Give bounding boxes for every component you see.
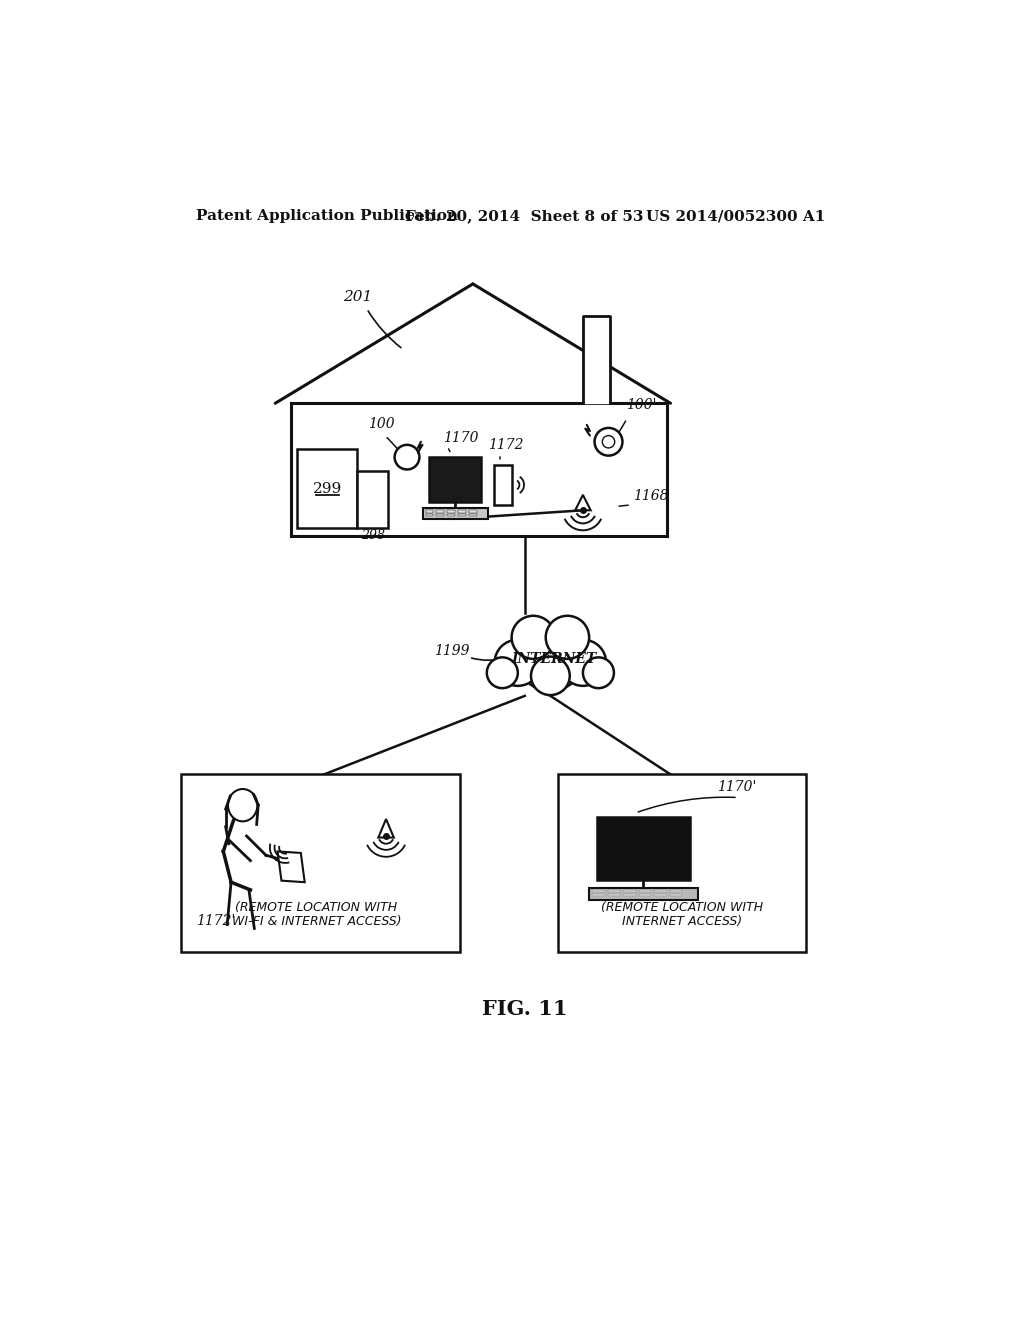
Circle shape [531, 656, 569, 696]
Text: INTERNET ACCESS): INTERNET ACCESS) [622, 915, 742, 928]
Polygon shape [583, 317, 610, 404]
Bar [469, 511, 477, 512]
Text: (REMOTE LOCATION WITH: (REMOTE LOCATION WITH [236, 902, 397, 915]
Bar [558, 775, 806, 952]
Bar [639, 894, 651, 896]
Circle shape [560, 640, 606, 686]
Polygon shape [378, 818, 394, 837]
Text: (REMOTE LOCATION WITH: (REMOTE LOCATION WITH [601, 902, 763, 915]
Bar [589, 887, 697, 900]
Circle shape [394, 445, 420, 470]
Text: 1170': 1170' [717, 780, 757, 795]
Text: 1172: 1172 [487, 438, 523, 453]
Text: 1172': 1172' [197, 913, 236, 928]
Text: US 2014/0052300 A1: US 2014/0052300 A1 [646, 209, 825, 223]
Polygon shape [278, 851, 305, 882]
Bar [670, 890, 682, 892]
Text: 299: 299 [312, 482, 342, 496]
Text: FIG. 11: FIG. 11 [482, 999, 567, 1019]
Bar [426, 515, 433, 516]
Bar [423, 508, 487, 519]
Bar [597, 817, 690, 880]
Bar [357, 471, 388, 528]
Text: 1170: 1170 [442, 430, 478, 445]
Text: 100: 100 [369, 417, 395, 430]
Text: 1168: 1168 [633, 488, 669, 503]
Polygon shape [575, 495, 591, 511]
Text: 1199: 1199 [434, 644, 470, 659]
Bar [469, 515, 477, 516]
Bar [607, 890, 621, 892]
Circle shape [486, 657, 518, 688]
Bar [624, 890, 636, 892]
Text: Patent Application Publication: Patent Application Publication [197, 209, 458, 223]
Bar [639, 890, 651, 892]
Circle shape [602, 436, 614, 447]
Bar [592, 890, 604, 892]
Bar [447, 515, 455, 516]
Circle shape [518, 627, 583, 692]
Text: 298: 298 [360, 529, 385, 541]
Text: INTERNET: INTERNET [512, 652, 597, 665]
Circle shape [546, 615, 589, 659]
Bar [624, 894, 636, 896]
Text: Feb. 20, 2014  Sheet 8 of 53: Feb. 20, 2014 Sheet 8 of 53 [406, 209, 644, 223]
Bar [654, 894, 667, 896]
Bar [592, 894, 604, 896]
Ellipse shape [228, 789, 257, 821]
Circle shape [495, 640, 541, 686]
Bar [494, 465, 512, 506]
Bar [447, 511, 455, 512]
Bar [458, 515, 466, 516]
Bar [436, 515, 444, 516]
Bar [297, 449, 357, 528]
Circle shape [512, 615, 555, 659]
Bar [436, 511, 444, 512]
Bar [180, 775, 460, 952]
Bar [654, 890, 667, 892]
Text: 201: 201 [343, 290, 373, 304]
Circle shape [595, 428, 623, 455]
Bar [607, 894, 621, 896]
Text: 100': 100' [626, 399, 656, 412]
Text: WI-FI & INTERNET ACCESS): WI-FI & INTERNET ACCESS) [231, 915, 401, 928]
Bar [426, 511, 433, 512]
Circle shape [583, 657, 614, 688]
Bar [429, 457, 481, 502]
Bar [458, 511, 466, 512]
Bar [670, 894, 682, 896]
